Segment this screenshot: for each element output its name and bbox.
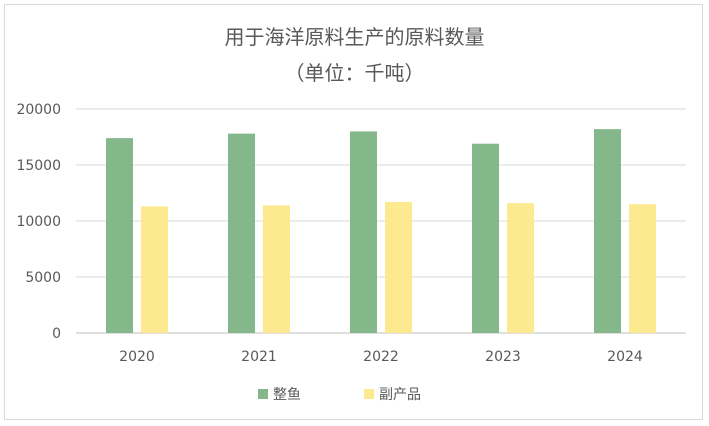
legend-swatch (364, 389, 374, 399)
bar-whole-fish-2021 (228, 133, 255, 333)
y-tick-label: 15000 (16, 158, 61, 174)
bar-whole-fish-2022 (350, 131, 377, 333)
legend-label: 整鱼 (273, 386, 301, 403)
bar-whole-fish-2024 (594, 129, 621, 333)
bar-by-product-2024 (629, 204, 656, 333)
chart-subtitle: （单位：千吨） (284, 61, 425, 85)
bar-by-product-2020 (141, 206, 168, 333)
legend-label: 副产品 (379, 387, 421, 403)
y-tick-label: 10000 (16, 214, 61, 230)
bar-whole-fish-2020 (106, 138, 133, 333)
x-tick-label: 2024 (607, 349, 643, 365)
y-tick-label: 20000 (16, 102, 61, 118)
x-tick-label: 2021 (241, 349, 277, 365)
bar-whole-fish-2023 (472, 143, 499, 333)
y-tick-label: 0 (52, 326, 61, 342)
y-tick-label: 5000 (25, 270, 61, 286)
bar-by-product-2023 (507, 203, 534, 333)
legend-swatch (258, 389, 268, 399)
bar-by-product-2021 (263, 205, 290, 333)
chart-title: 用于海洋原料生产的原料数量 (224, 25, 485, 49)
bar-by-product-2022 (385, 201, 412, 333)
x-tick-label: 2020 (119, 349, 155, 365)
x-tick-label: 2023 (485, 349, 521, 365)
x-tick-label: 2022 (363, 349, 399, 365)
